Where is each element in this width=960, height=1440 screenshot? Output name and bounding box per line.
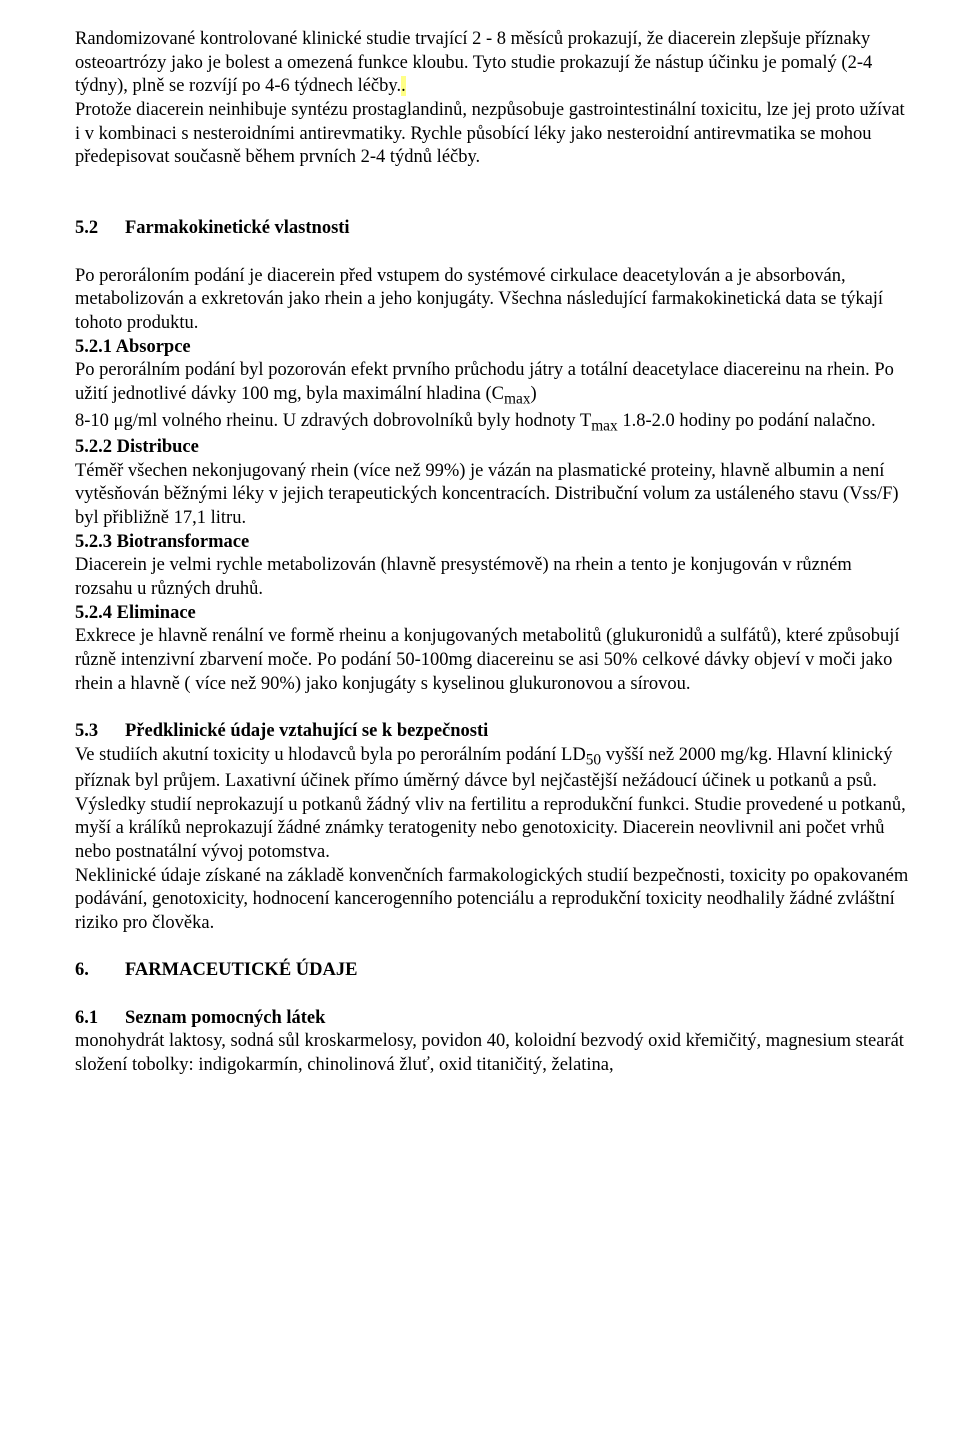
subscript-cmax: max <box>504 391 531 408</box>
subsection-title: 5.2.1 Absorpce <box>75 337 191 357</box>
section-title: Předklinické údaje vztahující se k bezpe… <box>125 721 488 741</box>
section-number: 5.3 <box>75 720 125 744</box>
text-fragment: 1.8-2.0 hodiny po podání nalačno. <box>618 411 876 431</box>
paragraph-6-1a: monohydrát laktosy, sodná sůl kroskarmel… <box>75 1030 910 1054</box>
text-fragment: 8-10 μg/ml volného rheinu. U zdravých do… <box>75 411 591 431</box>
spacer <box>75 983 910 1007</box>
paragraph-5-2-3: Diacerein je velmi rychle metabolizován … <box>75 554 910 601</box>
spacer <box>75 170 910 194</box>
spacer <box>75 696 910 720</box>
section-title: Seznam pomocných látek <box>125 1008 325 1028</box>
paragraph-5-3a: Ve studiích akutní toxicity u hlodavců b… <box>75 744 910 865</box>
highlighted-dot: . <box>401 76 406 96</box>
paragraph-intro-2: Protože diacerein neinhibuje syntézu pro… <box>75 99 910 170</box>
paragraph-5-2-4: Exkrece je hlavně renální ve formě rhein… <box>75 625 910 696</box>
paragraph-intro: Randomizované kontrolované klinické stud… <box>75 28 910 99</box>
paragraph-6-1b: složení tobolky: indigokarmín, chinolino… <box>75 1054 910 1078</box>
subsection-5-2-3-heading: 5.2.3 Biotransformace <box>75 531 910 555</box>
subsection-title: 5.2.4 Eliminace <box>75 603 196 623</box>
section-number: 6. <box>75 959 125 983</box>
paragraph-5-3b: Neklinické údaje získané na základě konv… <box>75 865 910 936</box>
section-title: Farmakokinetické vlastnosti <box>125 218 350 238</box>
spacer <box>75 936 910 960</box>
intro-text: Randomizované kontrolované klinické stud… <box>75 29 872 96</box>
section-number: 6.1 <box>75 1007 125 1031</box>
spacer <box>75 194 910 218</box>
subsection-5-2-2-heading: 5.2.2 Distribuce <box>75 436 910 460</box>
spacer <box>75 241 910 265</box>
text-fragment: ) <box>531 384 537 404</box>
section-6-1-heading: 6.1Seznam pomocných látek <box>75 1007 910 1031</box>
paragraph-5-2-1: Po perorálním podání byl pozorován efekt… <box>75 359 910 409</box>
paragraph-5-2-1b: 8-10 μg/ml volného rheinu. U zdravých do… <box>75 410 910 436</box>
subscript-ld50: 50 <box>586 751 601 768</box>
text-fragment: Ve studiích akutní toxicity u hlodavců b… <box>75 745 586 765</box>
subsection-title: 5.2.3 Biotransformace <box>75 532 249 552</box>
subsection-5-2-4-heading: 5.2.4 Eliminace <box>75 602 910 626</box>
subscript-tmax: max <box>591 417 618 434</box>
section-title: FARMACEUTICKÉ ÚDAJE <box>125 960 357 980</box>
section-5-2-heading: 5.2Farmakokinetické vlastnosti <box>75 217 910 241</box>
paragraph-5-2-2: Téměř všechen nekonjugovaný rhein (více … <box>75 460 910 531</box>
section-5-3-heading: 5.3Předklinické údaje vztahující se k be… <box>75 720 910 744</box>
subsection-title: 5.2.2 Distribuce <box>75 437 199 457</box>
section-number: 5.2 <box>75 217 125 241</box>
section-6-heading: 6.FARMACEUTICKÉ ÚDAJE <box>75 959 910 983</box>
text-fragment: Po perorálním podání byl pozorován efekt… <box>75 360 894 404</box>
subsection-5-2-1-heading: 5.2.1 Absorpce <box>75 336 910 360</box>
paragraph-5-2-intro: Po perorálоním podání je diacerein před … <box>75 265 910 336</box>
